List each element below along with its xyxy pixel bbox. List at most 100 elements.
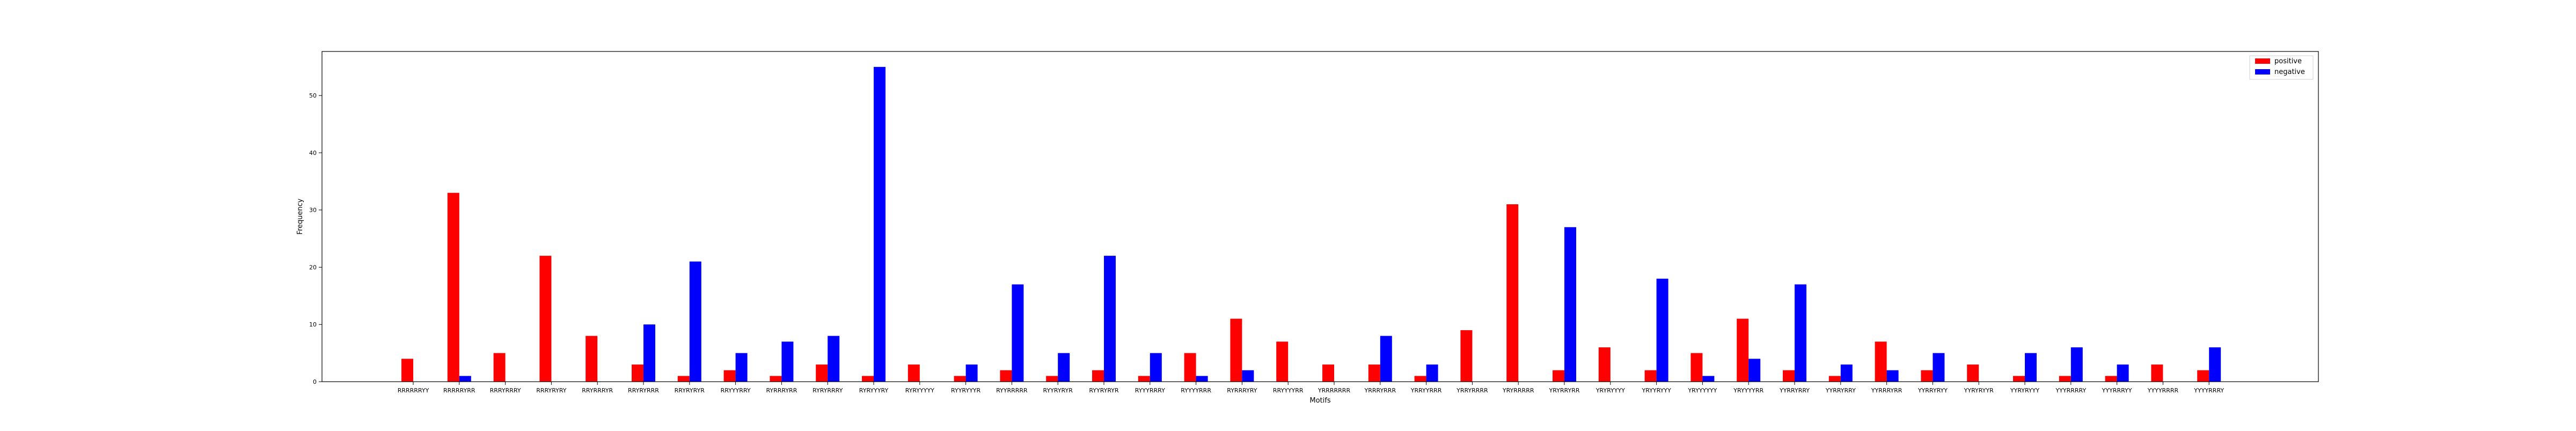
y-tick-label: 30 bbox=[309, 207, 317, 214]
x-tick-label: RRYYYYRR bbox=[1273, 387, 1304, 394]
y-tick-label: 10 bbox=[309, 321, 317, 328]
y-tick-label: 0 bbox=[313, 378, 317, 385]
y-tick-label: 50 bbox=[309, 92, 317, 99]
x-tick-label: RYYYRRRY bbox=[1135, 387, 1165, 394]
legend-label-positive: positive bbox=[2274, 57, 2302, 65]
bar-positive-RRRRRYRR bbox=[447, 192, 459, 382]
bar-negative-YRYRRYRR bbox=[1564, 227, 1576, 382]
x-tick-label: YRYYYYYY bbox=[1687, 387, 1717, 394]
x-tick-label: YRYRYYYY bbox=[1596, 387, 1625, 394]
bar-positive-RYRYYYRY bbox=[862, 376, 874, 382]
bar-positive-RYYRYRYR bbox=[1046, 376, 1058, 382]
bar-negative-YYYRRRYY bbox=[2117, 364, 2129, 382]
bar-negative-YYRYRYYY bbox=[2025, 353, 2037, 382]
bar-positive-RRYRYRRR bbox=[632, 364, 643, 382]
x-tick-label: RRRRRYRR bbox=[443, 387, 475, 394]
bar-positive-YYRRRYRR bbox=[1875, 341, 1887, 382]
x-tick-label: YRYYRYYY bbox=[1641, 387, 1671, 394]
bar-negative-RRYRYRRR bbox=[643, 324, 655, 382]
bar-negative-YYRRYRRY bbox=[1795, 284, 1806, 382]
x-tick-label: RYYRYRYR bbox=[1043, 387, 1073, 394]
plot-frame bbox=[321, 51, 2319, 382]
x-tick-label: RYYRYRYR bbox=[1089, 387, 1119, 394]
x-tick-label: RYRYYYRY bbox=[859, 387, 889, 394]
x-tick-label: RRRYRYRY bbox=[536, 387, 567, 394]
bar-positive-RYRYYYYY bbox=[908, 364, 920, 382]
bar-negative-YRYYRYYY bbox=[1656, 278, 1668, 382]
bar-negative-YRYYYYRR bbox=[1748, 359, 1761, 382]
x-tick-label: YYRRYRRY bbox=[1779, 387, 1810, 394]
bar-positive-YRYYYYRR bbox=[1737, 318, 1749, 382]
x-tick-label: YRYRRYRR bbox=[1549, 387, 1580, 394]
legend-swatch-positive bbox=[2255, 58, 2270, 64]
x-tick-label: RYRRRYRR bbox=[766, 387, 797, 394]
x-tick-label: YRRYRRRR bbox=[1456, 387, 1488, 394]
bar-positive-YRYRYYYY bbox=[1598, 347, 1611, 382]
bar-positive-YYRYRYYR bbox=[1967, 364, 1979, 382]
bar-positive-RRRRRRYY bbox=[401, 359, 413, 382]
bar-positive-RYYYRRRY bbox=[1138, 376, 1150, 382]
bar-negative-RYYRYRYR bbox=[1104, 256, 1116, 382]
bar-positive-RRRYRYRY bbox=[539, 256, 552, 382]
bar-positive-YYRRYRRY bbox=[1783, 370, 1795, 382]
x-tick-label: YRYYYYRR bbox=[1733, 387, 1763, 394]
bar-positive-RRYYYYRR bbox=[1276, 341, 1289, 382]
bar-positive-YRRYRRRR bbox=[1460, 330, 1473, 382]
bar-positive-RYYYYRRR bbox=[1184, 353, 1196, 382]
bar-positive-YYRRYRRY bbox=[1828, 376, 1841, 382]
x-tick-label: YYYYRRRR bbox=[2147, 387, 2179, 394]
x-tick-label: RRRRRRYY bbox=[398, 387, 429, 394]
y-axis: 0 10 20 30 40 50 bbox=[309, 92, 322, 385]
y-tick-label: 20 bbox=[309, 264, 317, 271]
x-tick-label: YRYRRRRR bbox=[1502, 387, 1534, 394]
bar-negative-YYYRRRRY bbox=[2070, 347, 2083, 382]
bar-negative-YYRRYRYY bbox=[1933, 353, 1945, 382]
bar-positive-RYYRYRYR bbox=[1092, 370, 1104, 382]
x-axis: RRRRRRYY RRRRRYRR RRRYRRRY RRRYRYRY RRYRRRYR… bbox=[398, 382, 2224, 394]
legend-swatch-negative bbox=[2255, 69, 2270, 75]
bar-positive-YYYRRRYY bbox=[2105, 376, 2117, 382]
bar-positive-YYYRRRRY bbox=[2059, 376, 2071, 382]
x-tick-label: RYYYYRRR bbox=[1181, 387, 1211, 394]
bar-positive-RRYRYRYR bbox=[677, 376, 690, 382]
x-tick-label: RRYRYRYR bbox=[675, 387, 705, 394]
x-axis-title: Motifs bbox=[1309, 397, 1330, 405]
x-tick-label: RYYRRRRR bbox=[996, 387, 1028, 394]
x-tick-label: RYRYRRRY bbox=[813, 387, 843, 394]
x-tick-label: YYYRRRRY bbox=[2055, 387, 2086, 394]
x-tick-label: RYRRRYRY bbox=[1227, 387, 1257, 394]
bar-negative-RYYRRRRR bbox=[1012, 284, 1024, 382]
x-tick-label: YRRRYRRR bbox=[1364, 387, 1396, 394]
bar-positive-RYYRYYYR bbox=[954, 376, 966, 382]
x-tick-label: YYRYRYYY bbox=[2010, 387, 2039, 394]
bar-negative-YYRRYRRY bbox=[1840, 364, 1853, 382]
bar-negative-RYYYRRRY bbox=[1150, 353, 1162, 382]
x-tick-label: RRRYRRRY bbox=[490, 387, 521, 394]
bar-negative-RYYRYYYR bbox=[965, 364, 978, 382]
bar-positive-RYYRRRRR bbox=[1000, 370, 1012, 382]
bar-negative-RYRYRRRY bbox=[828, 336, 840, 382]
bar-negative-RRRRRYRR bbox=[459, 376, 471, 382]
bar-positive-RRRYRRRY bbox=[493, 353, 506, 382]
x-tick-label: YYYYRRRY bbox=[2193, 387, 2224, 394]
x-tick-label: YYRRYRYY bbox=[1918, 387, 1948, 394]
bar-negative-RYRRRYRR bbox=[781, 341, 794, 382]
legend: positive negative bbox=[2249, 55, 2314, 80]
x-tick-label: YYYRRRYY bbox=[2102, 387, 2132, 394]
bars-layer bbox=[401, 66, 2221, 382]
bar-positive-RYRYRRRY bbox=[816, 364, 828, 382]
bar-positive-YRRRYRRR bbox=[1368, 364, 1380, 382]
bar-positive-YYYYRRRY bbox=[2197, 370, 2209, 382]
x-tick-label: YRRRRRRR bbox=[1318, 387, 1351, 394]
x-tick-label: YRRYYRRR bbox=[1410, 387, 1442, 394]
bar-negative-YYRRRYRR bbox=[1886, 370, 1899, 382]
bar-positive-YRYYYYYY bbox=[1690, 353, 1703, 382]
bar-negative-YYYYRRRY bbox=[2209, 347, 2221, 382]
bar-positive-YYYYRRRR bbox=[2151, 364, 2163, 382]
bar-positive-RRYRRRYR bbox=[586, 336, 598, 382]
x-tick-label: RYRYYYYY bbox=[905, 387, 934, 394]
y-tick-label: 40 bbox=[309, 150, 317, 157]
bar-negative-RYRRRYRY bbox=[1242, 370, 1254, 382]
